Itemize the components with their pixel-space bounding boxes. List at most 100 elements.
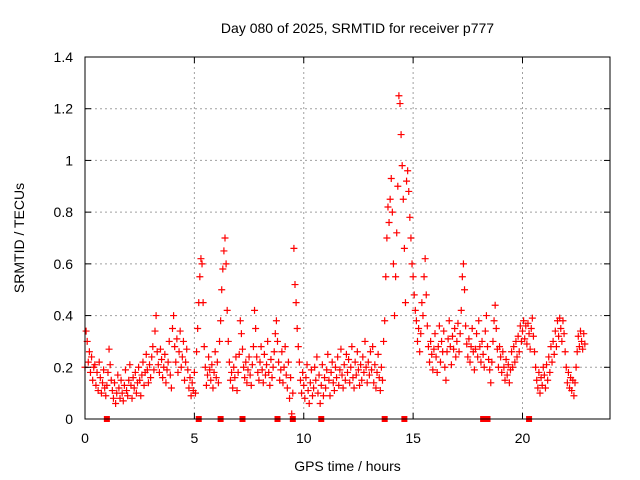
- data-point: [140, 381, 148, 389]
- data-point: [376, 387, 384, 395]
- data-point: [468, 325, 476, 332]
- axis-ticks: 0 0.2 0.4 0.6 0.8 1 1.2 1.4 0 5 10 15 20: [54, 49, 610, 446]
- data-point: [459, 260, 467, 268]
- data-point: [183, 345, 191, 353]
- y-tick-label: 0.4: [54, 308, 74, 324]
- data-point: [330, 387, 338, 395]
- data-point: [211, 348, 219, 356]
- data-point: [466, 358, 474, 366]
- data-point: [111, 379, 119, 387]
- data-point: [230, 363, 238, 371]
- data-point: [339, 384, 347, 392]
- data-point: [424, 343, 432, 351]
- data-point: [287, 374, 295, 382]
- data-point: [524, 319, 532, 327]
- data-point: [328, 358, 336, 366]
- data-point: [337, 345, 345, 353]
- data-point: [411, 306, 419, 314]
- data-point: [214, 379, 222, 387]
- data-point: [357, 361, 365, 369]
- data-point: [497, 353, 505, 361]
- data-point: [422, 291, 430, 299]
- data-point: [283, 384, 291, 392]
- data-point: [508, 348, 516, 356]
- data-point: [313, 353, 321, 361]
- data-point: [218, 286, 226, 294]
- data-point: [467, 343, 475, 351]
- data-point: [559, 317, 567, 325]
- data-point: [172, 358, 180, 366]
- data-point: [325, 376, 333, 384]
- data-point: [291, 281, 299, 289]
- data-point: [257, 343, 265, 351]
- data-point: [429, 366, 437, 374]
- data-point: [488, 358, 496, 366]
- data-point: [552, 343, 560, 351]
- data-point: [421, 255, 429, 263]
- data-point: [342, 350, 350, 358]
- data-point: [271, 330, 279, 338]
- data-point: [387, 175, 395, 183]
- data-point: [128, 394, 136, 402]
- y-tick-label: 1.4: [54, 49, 74, 65]
- data-point: [509, 363, 517, 371]
- data-point: [125, 376, 133, 384]
- data-point: [489, 337, 497, 345]
- data-point: [95, 358, 103, 366]
- data-point: [515, 348, 523, 356]
- data-point: [126, 361, 134, 369]
- data-point: [570, 392, 578, 400]
- data-point: [146, 361, 154, 369]
- data-point: [374, 350, 382, 358]
- data-point: [164, 358, 172, 366]
- data-point: [305, 399, 313, 407]
- data-point: [88, 353, 96, 361]
- data-point: [104, 368, 112, 376]
- data-point: [393, 229, 401, 237]
- data-point: [409, 273, 417, 281]
- data-point: [449, 332, 456, 340]
- data-point: [102, 392, 110, 400]
- data-point: [511, 358, 519, 366]
- data-point: [179, 337, 187, 345]
- data-point: [499, 348, 507, 356]
- data-point: [418, 299, 426, 307]
- data-point: [370, 379, 378, 387]
- data-point: [105, 345, 113, 353]
- data-point: [245, 353, 253, 361]
- data-point: [520, 317, 528, 325]
- data-point: [219, 265, 227, 273]
- data-point: [473, 330, 481, 338]
- data-point: [200, 343, 208, 351]
- data-point: [388, 208, 396, 216]
- data-point: [132, 389, 140, 397]
- data-point: [279, 379, 287, 387]
- data-point: [426, 358, 434, 366]
- data-point: [385, 218, 393, 226]
- data-point: [397, 131, 405, 139]
- data-point: [356, 381, 364, 389]
- data-point: [521, 335, 529, 343]
- data-point: [151, 327, 159, 335]
- data-point: [120, 381, 128, 389]
- data-point: [191, 389, 199, 397]
- data-point: [162, 379, 170, 387]
- data-point: [209, 384, 217, 392]
- data-point: [535, 368, 543, 376]
- data-point: [362, 363, 370, 371]
- data-point: [236, 317, 244, 325]
- data-point: [399, 195, 407, 203]
- data-point: [193, 348, 201, 356]
- data-point: [428, 350, 436, 358]
- data-point: [135, 363, 143, 371]
- data-point: [206, 366, 214, 374]
- data-point: [229, 384, 237, 392]
- data-point: [452, 353, 460, 361]
- data-point: [194, 325, 202, 332]
- data-point: [558, 337, 566, 345]
- data-point: [290, 244, 298, 252]
- data-point: [372, 384, 380, 392]
- data-point: [550, 350, 558, 358]
- data-point: [334, 353, 342, 361]
